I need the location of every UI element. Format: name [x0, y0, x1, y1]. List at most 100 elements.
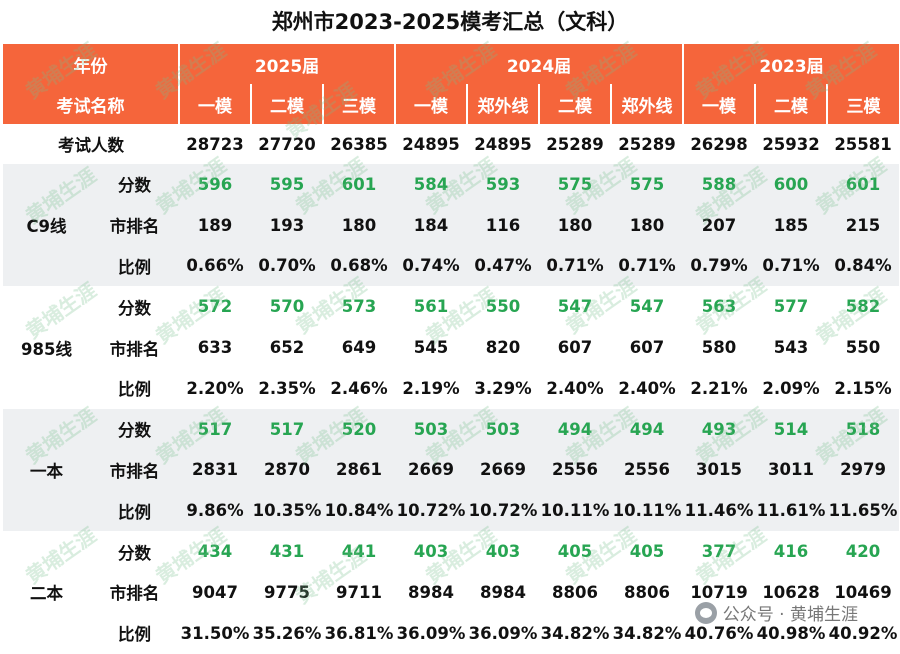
row-label: 市排名	[90, 327, 179, 368]
count-cell: 25932	[755, 124, 828, 164]
ratio-cell: 2.19%	[395, 367, 467, 409]
score-cell: 600	[755, 164, 828, 205]
count-cell: 24895	[395, 124, 467, 164]
rank-cell: 2861	[323, 449, 395, 491]
score-cell: 570	[251, 286, 323, 328]
score-cell: 494	[611, 408, 684, 450]
ratio-cell: 2.40%	[539, 367, 611, 409]
ratio-cell: 34.82%	[539, 612, 611, 654]
score-cell: 494	[539, 408, 611, 450]
rank-cell: 633	[179, 327, 251, 368]
rank-cell: 180	[611, 204, 684, 246]
score-cell: 575	[611, 164, 684, 205]
ratio-cell: 0.74%	[395, 245, 467, 287]
score-cell: 563	[683, 286, 756, 328]
rank-cell: 9711	[323, 571, 395, 613]
ratio-cell: 10.72%	[395, 490, 467, 532]
rank-cell: 3015	[683, 449, 756, 491]
ratio-cell: 11.61%	[755, 490, 828, 532]
score-cell: 405	[539, 531, 611, 572]
score-cell: 593	[467, 164, 539, 205]
rank-cell: 8984	[467, 571, 539, 613]
count-cell: 27720	[251, 124, 323, 164]
rank-cell: 545	[395, 327, 467, 368]
ratio-cell: 40.92%	[827, 612, 900, 654]
credit: 公众号 · 黄埔生涯	[694, 600, 858, 625]
ratio-cell: 0.79%	[683, 245, 756, 287]
score-cell: 601	[827, 164, 900, 205]
ratio-cell: 0.68%	[323, 245, 395, 287]
score-cell: 572	[179, 286, 251, 328]
score-cell: 577	[755, 286, 828, 328]
table-row: 市排名 9047 9775 9711 8984 8984 8806 8806 10719 1062…	[3, 571, 900, 613]
rank-cell: 10469	[827, 571, 900, 613]
table-row: 比例 31.50% 35.26% 36.81% 36.09% 36.09% 34.82% 34…	[3, 612, 900, 654]
score-cell: 596	[179, 164, 251, 205]
score-cell: 518	[827, 408, 900, 450]
table-row: 比例 0.66% 0.70% 0.68% 0.74% 0.47% 0.71% 0.71% 0.7…	[3, 245, 900, 287]
row-label: 比例	[90, 245, 179, 287]
ratio-cell: 0.71%	[755, 245, 828, 287]
score-cell: 405	[611, 531, 684, 572]
score-cell: 520	[323, 408, 395, 450]
count-cell: 28723	[179, 124, 251, 164]
score-cell: 403	[467, 531, 539, 572]
ratio-cell: 36.09%	[467, 612, 539, 654]
table-row: 一本 分数 517 517 520 503 503 494 494 493 514 518	[3, 408, 900, 532]
score-cell: 514	[755, 408, 828, 450]
exam-header: 二模	[538, 84, 611, 124]
exam-header: 二模	[250, 84, 323, 124]
ratio-cell: 10.11%	[539, 490, 611, 532]
row-label: 分数	[90, 408, 179, 450]
rank-cell: 215	[827, 204, 900, 246]
ratio-cell: 0.66%	[179, 245, 251, 287]
ratio-cell: 0.71%	[611, 245, 684, 287]
table-row: C9线 分数 596 595 601 584 593 575 575 588 600 601	[3, 164, 900, 287]
wechat-icon	[694, 601, 717, 624]
group-label: 一本	[3, 408, 90, 532]
rank-cell: 180	[323, 204, 395, 246]
exam-header: 一模	[394, 84, 467, 124]
table-row: 二本 分数 434 431 441 403 403 405 405 377 416 420	[3, 531, 900, 654]
ratio-cell: 0.47%	[467, 245, 539, 287]
score-cell: 582	[827, 286, 900, 328]
score-cell: 601	[323, 164, 395, 205]
rank-cell: 2556	[539, 449, 611, 491]
rank-cell: 2831	[179, 449, 251, 491]
count-row-label: 考试人数	[3, 124, 179, 164]
ratio-cell: 2.15%	[827, 367, 900, 409]
ratio-cell: 2.40%	[611, 367, 684, 409]
table-row: 市排名 633 652 649 545 820 607 607 580 543 550	[3, 327, 900, 368]
rank-cell: 184	[395, 204, 467, 246]
exam-header: 三模	[322, 84, 395, 124]
rank-cell: 3011	[755, 449, 828, 491]
score-cell: 561	[395, 286, 467, 328]
score-cell: 573	[323, 286, 395, 328]
rank-cell: 580	[683, 327, 756, 368]
credit-text: 公众号 · 黄埔生涯	[722, 605, 858, 625]
score-cell: 550	[467, 286, 539, 328]
ratio-cell: 2.35%	[251, 367, 323, 409]
rank-cell: 9047	[179, 571, 251, 613]
rank-cell: 10628	[755, 571, 828, 613]
rank-cell: 116	[467, 204, 539, 246]
table-row: 市排名 2831 2870 2861 2669 2669 2556 2556 3015 3011 2…	[3, 449, 900, 491]
rank-cell: 193	[251, 204, 323, 246]
row-label: 市排名	[90, 204, 179, 246]
score-cell: 547	[539, 286, 611, 328]
group-label: 985线	[3, 286, 90, 409]
rank-cell: 820	[467, 327, 539, 368]
score-cell: 434	[179, 531, 251, 572]
count-cell: 24895	[467, 124, 539, 164]
row-label: 比例	[90, 612, 179, 654]
rank-cell: 9775	[251, 571, 323, 613]
year-2023-header: 2023届	[682, 44, 900, 84]
row-label: 市排名	[90, 571, 179, 613]
rank-cell: 185	[755, 204, 828, 246]
ratio-cell: 0.71%	[539, 245, 611, 287]
ratio-cell: 10.11%	[611, 490, 684, 532]
rank-cell: 607	[611, 327, 684, 368]
score-cell: 588	[683, 164, 756, 205]
rank-cell: 10719	[683, 571, 756, 613]
exam-header: 三模	[826, 84, 900, 124]
